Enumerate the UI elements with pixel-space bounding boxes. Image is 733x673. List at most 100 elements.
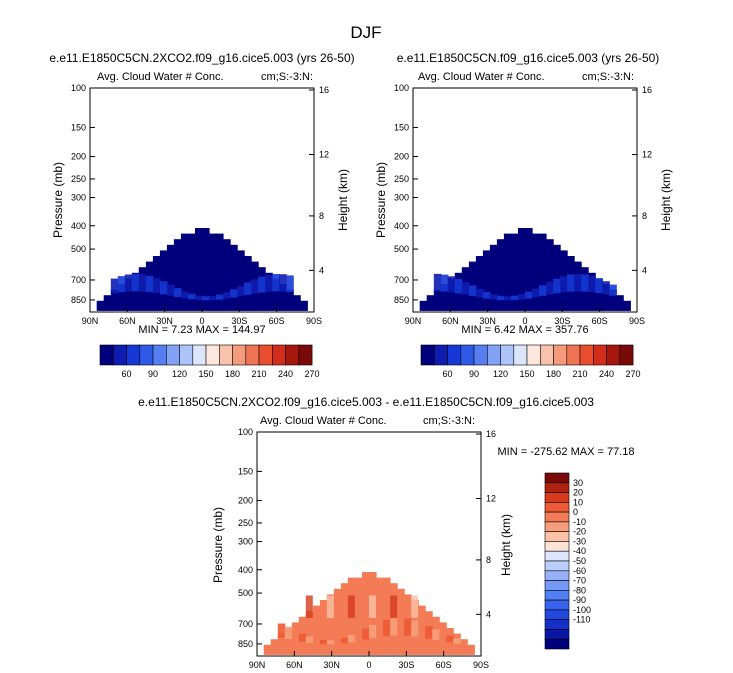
contour-cell (188, 293, 196, 300)
contour-cell (326, 594, 335, 655)
contour-cell (286, 275, 294, 292)
contour-cell (355, 631, 363, 641)
contour-cell (131, 273, 140, 292)
y-tick-label: 100 (238, 427, 253, 437)
y-tick-label: 300 (394, 193, 409, 203)
colorbar-label: 240 (278, 369, 293, 379)
contour-cell (496, 239, 505, 311)
y-tick-label: 500 (394, 244, 409, 254)
colorbar-label: -60 (573, 566, 586, 576)
height-axis-label: Height (km) (659, 169, 673, 231)
contour-cell (532, 288, 540, 298)
contour-cell (539, 285, 547, 296)
panel-left-label: Avg. Cloud Water # Conc. (97, 71, 224, 83)
contour-cell (546, 239, 554, 311)
colorbar-label: 90 (148, 369, 158, 379)
contour-cell (166, 244, 175, 311)
x-tick-label: 60N (442, 316, 459, 326)
contour-cell (117, 276, 126, 293)
contour-cell (453, 638, 461, 644)
colorbar-label: -110 (573, 615, 590, 625)
contour-cell (333, 588, 342, 655)
x-tick-label: 0 (199, 316, 204, 326)
y-tick-label: 850 (238, 639, 253, 649)
contour-cell (284, 628, 293, 655)
colorbar-swatch (486, 344, 501, 366)
colorbar-swatch (99, 344, 114, 366)
contour-cell (454, 278, 463, 294)
contour-cell (362, 628, 370, 640)
contour-cell (453, 633, 461, 655)
field-stats: MIN = 6.42 MAX = 357.76 (461, 324, 588, 336)
contour-cell (616, 295, 624, 311)
contour-cell (159, 250, 168, 311)
contour-cell (383, 619, 391, 637)
contour-cell (333, 639, 342, 644)
height-tick-label: 12 (642, 150, 652, 160)
contour-cell (468, 285, 477, 296)
colorbar-swatch (544, 482, 570, 493)
x-tick-label: 30S (554, 316, 570, 326)
contour-cell (574, 273, 582, 292)
colorbar-label: 150 (198, 369, 213, 379)
contour-cell (609, 289, 617, 311)
y-tick-label: 200 (71, 152, 86, 162)
contour-cell (180, 291, 189, 299)
contour-cell (525, 228, 533, 311)
colorbar-label: 120 (493, 369, 508, 379)
contour-cell (96, 300, 105, 311)
contour-cell (419, 300, 428, 311)
contour-cell (319, 600, 328, 655)
y-tick-label: 500 (71, 244, 86, 254)
contour-field (96, 228, 308, 311)
contour-cell (300, 300, 308, 311)
x-tick-label: 60S (592, 316, 608, 326)
height-tick-labels: 16 12 8 4 (309, 85, 329, 275)
height-tick-label: 8 (486, 555, 491, 565)
colorbar-label: -80 (573, 585, 586, 595)
colorbar-swatch (258, 344, 273, 366)
contour-cell (237, 250, 245, 311)
colorbar-label: -40 (573, 546, 586, 556)
colorbar-label: -50 (573, 556, 586, 566)
colorbar-swatch (285, 344, 300, 366)
contour-cell (216, 233, 224, 311)
contour-cell (279, 284, 287, 311)
contour-cell (439, 632, 447, 642)
contour-cell (326, 640, 335, 645)
contour-cell (173, 239, 182, 311)
height-tick-label: 12 (486, 494, 496, 504)
colorbar-swatch (544, 638, 570, 650)
x-tick-label: 30N (323, 660, 340, 670)
contour-cell (202, 228, 210, 311)
x-tick-label: 60N (119, 316, 136, 326)
contour-cell (588, 275, 596, 293)
contour-cell (312, 638, 321, 644)
colorbar: 60 90 120 150 180 210 240 270 (420, 344, 641, 379)
contour-cell (467, 644, 475, 655)
contour-cell (475, 288, 484, 298)
y-tick-labels: 100 150 200 250 300 400 500 700 850 (238, 427, 262, 649)
colorbar-swatch (592, 344, 607, 366)
colorbar-swatch (126, 344, 141, 366)
contour-cell (489, 244, 498, 311)
y-tick-label: 150 (238, 466, 253, 476)
contour-cell (230, 289, 238, 298)
colorbar-label: 20 (573, 488, 583, 498)
colorbar-label: -100 (573, 605, 591, 615)
y-tick-label: 250 (238, 518, 253, 528)
y-axis-label: Pressure (mb) (51, 162, 65, 238)
contour-cell (319, 640, 328, 645)
colorbar-label: -10 (573, 517, 586, 527)
colorbar-swatch (245, 344, 260, 366)
contour-cell (305, 595, 313, 618)
contour-cell (355, 577, 363, 655)
height-tick-label: 4 (642, 265, 647, 275)
contour-cell (216, 294, 224, 300)
colorbar-swatch (139, 344, 154, 366)
y-tick-label: 850 (71, 295, 86, 305)
contour-cell (425, 626, 433, 639)
contour-cell (223, 239, 231, 311)
panel-title: e.e11.E1850C5CN.2XCO2.f09_g16.cice5.003 … (138, 395, 594, 409)
contour-cell (525, 291, 533, 299)
